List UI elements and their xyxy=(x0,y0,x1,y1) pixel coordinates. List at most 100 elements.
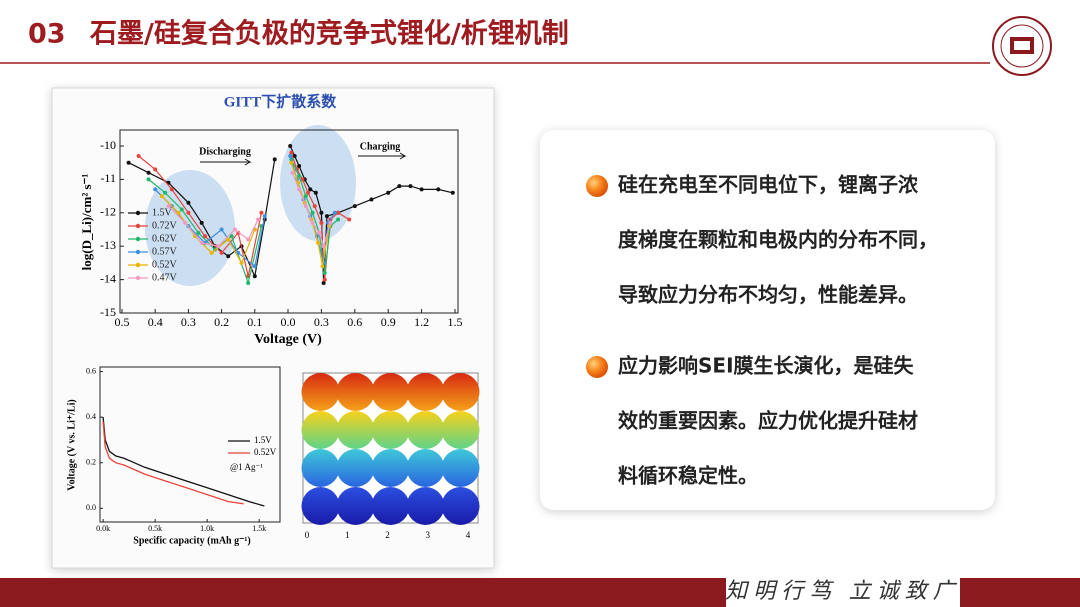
bullet-text: 度梯度在颗粒和电极内的分布不同， xyxy=(618,228,938,252)
series-line xyxy=(102,421,244,505)
point xyxy=(312,204,317,209)
particle xyxy=(371,487,410,525)
x-tick-label: 0.2 xyxy=(214,315,229,329)
point xyxy=(169,187,174,192)
gitt-chart: GITT下扩散系数 Voltage (V) log(D_Li)/cm² s⁻¹ … xyxy=(79,92,463,347)
y-tick-label: -15 xyxy=(100,305,116,319)
bullet-icon xyxy=(586,356,608,378)
point xyxy=(352,204,357,209)
particle xyxy=(301,411,340,449)
point xyxy=(289,150,294,155)
point xyxy=(126,160,131,165)
particle xyxy=(406,487,445,525)
point xyxy=(450,190,455,195)
point xyxy=(324,214,329,219)
x-tick-label: 0.0k xyxy=(96,524,110,533)
particle xyxy=(336,449,375,487)
voltage-chart: Specific capacity (mAh g⁻¹) Voltage (V v… xyxy=(66,366,281,546)
point xyxy=(300,177,305,182)
y-axis-label: Voltage (V vs. Li⁺/Li) xyxy=(66,399,77,490)
particle xyxy=(301,449,340,487)
particle xyxy=(406,411,445,449)
particle xyxy=(371,411,410,449)
x-tick-label: 0.3 xyxy=(314,315,329,329)
y-tick-label: 0.4 xyxy=(86,412,96,421)
legend-label: 1.5V xyxy=(254,435,272,445)
point xyxy=(246,237,251,242)
y-tick-label: -12 xyxy=(100,205,116,219)
point xyxy=(436,187,441,192)
legend-marker xyxy=(135,275,141,281)
annotation: Discharging xyxy=(199,146,251,157)
point xyxy=(256,217,261,222)
highlight xyxy=(280,125,356,241)
point xyxy=(288,154,293,159)
point xyxy=(319,210,324,215)
point xyxy=(252,274,257,279)
point xyxy=(321,244,326,249)
point xyxy=(216,244,221,249)
legend-marker xyxy=(135,262,141,268)
x-tick-label: 0.5 xyxy=(115,315,130,329)
legend-marker xyxy=(135,249,141,255)
legend-marker xyxy=(135,223,141,229)
point xyxy=(153,187,158,192)
bullet-text: 料循环稳定性。 xyxy=(618,464,758,488)
point xyxy=(322,270,327,275)
point xyxy=(179,207,184,212)
point xyxy=(408,184,413,189)
bullet-text: 硅在充电至不同电位下，锂离子浓 xyxy=(618,173,919,197)
bullet-text: 效的重要因素。应力优化提升硅材 xyxy=(618,409,918,433)
footer-bar xyxy=(960,578,1080,607)
point xyxy=(313,190,318,195)
x-tick-label: 1.0k xyxy=(200,524,214,533)
x-tick-label: 2 xyxy=(385,530,390,540)
x-tick-label: 0.0 xyxy=(281,315,296,329)
point xyxy=(166,204,171,209)
x-tick-label: 1.2 xyxy=(414,315,429,329)
bullet-icon xyxy=(586,175,608,197)
point xyxy=(229,234,234,239)
legend-label: 1.5V xyxy=(152,207,173,218)
legend-label: 0.62V xyxy=(152,233,178,244)
particle xyxy=(441,411,480,449)
point xyxy=(397,184,402,189)
point xyxy=(199,240,204,245)
point xyxy=(292,154,297,159)
point xyxy=(316,240,321,245)
point xyxy=(186,210,191,215)
y-tick-label: 0.6 xyxy=(86,366,96,375)
x-tick-label: 1.5 xyxy=(448,315,463,329)
point xyxy=(262,214,267,219)
point xyxy=(290,170,295,175)
point xyxy=(159,194,164,199)
x-axis-label: Voltage (V) xyxy=(254,332,322,347)
point xyxy=(297,187,302,192)
x-tick-label: 0.5k xyxy=(148,524,162,533)
point xyxy=(419,187,424,192)
x-tick-label: 4 xyxy=(466,530,471,540)
legend-label: 0.57V xyxy=(152,246,178,257)
point xyxy=(219,250,224,255)
particle xyxy=(336,487,375,525)
point xyxy=(209,250,214,255)
annotation: @1 Ag⁻¹ xyxy=(230,462,263,472)
point xyxy=(328,220,333,225)
y-tick-label: -10 xyxy=(100,138,116,152)
point xyxy=(136,154,141,159)
plot-frame xyxy=(119,129,459,314)
particle xyxy=(406,449,445,487)
particle xyxy=(406,373,445,411)
arrow xyxy=(358,152,407,160)
y-tick-label: 0.0 xyxy=(86,503,96,512)
point xyxy=(303,204,308,209)
point xyxy=(252,264,257,269)
point xyxy=(303,194,308,199)
point xyxy=(176,210,181,215)
x-tick-label: 0.3 xyxy=(181,315,196,329)
point xyxy=(186,200,191,205)
x-tick-label: 0.6 xyxy=(347,315,362,329)
logo xyxy=(992,16,1052,76)
point xyxy=(239,260,244,265)
